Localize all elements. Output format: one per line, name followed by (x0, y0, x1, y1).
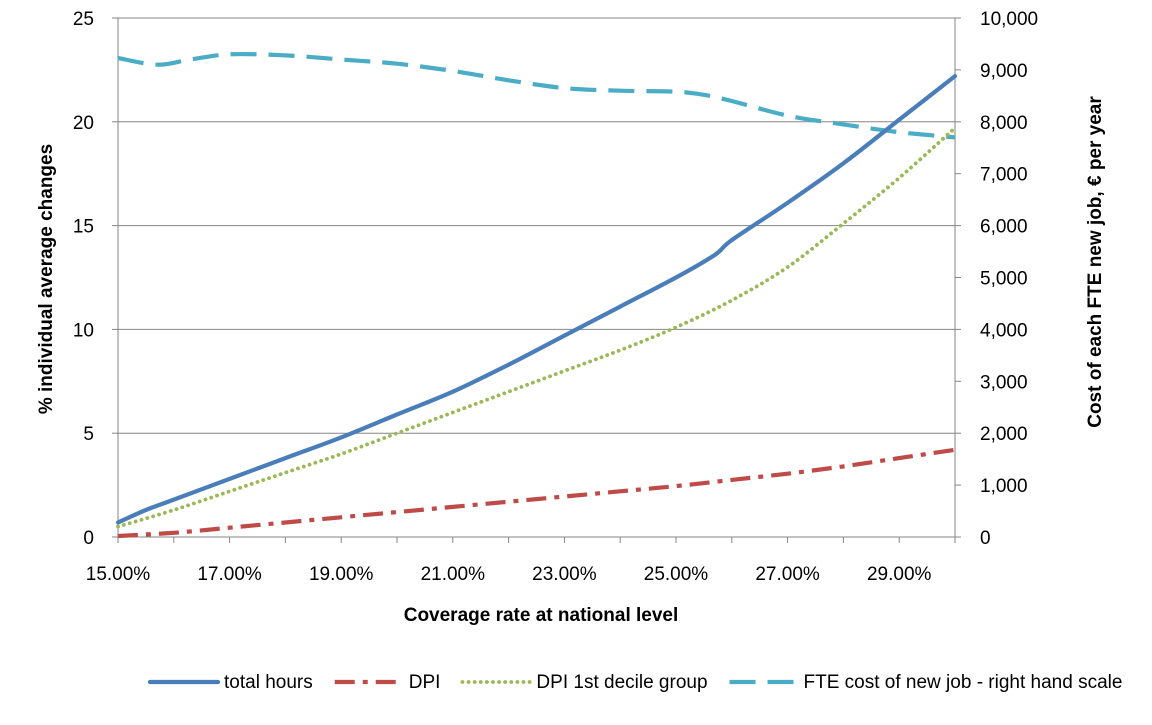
left-tick-label: 5 (83, 424, 94, 445)
x-tick-label: 27.00% (755, 564, 820, 585)
x-tick-label: 15.00% (86, 564, 151, 585)
legend-label-dpi: DPI (409, 672, 441, 693)
right-tick-label: 7,000 (980, 165, 1028, 186)
legend-item-total-hours: total hours (147, 672, 313, 693)
legend-item-dpi: DPI (334, 672, 441, 693)
x-tick-label: 19.00% (309, 564, 374, 585)
right-tick-label: 5,000 (980, 269, 1028, 290)
right-tick-label: 10,000 (980, 9, 1038, 30)
right-tick-label: 2,000 (980, 424, 1028, 445)
horizontal-gridlines (118, 17, 955, 434)
series-line-dpi (117, 447, 956, 539)
right-tick-label: 3,000 (980, 372, 1028, 393)
series-line-total-hours (115, 74, 958, 525)
right-tick-label: 4,000 (980, 320, 1028, 341)
axes (112, 17, 961, 543)
x-tick-label: 21.00% (421, 564, 486, 585)
left-tick-label: 25 (73, 9, 94, 30)
x-tick-label: 23.00% (532, 564, 597, 585)
legend-item-fte-cost-of-new-job-right-hand-scale: FTE cost of new job - right hand scale (729, 672, 1123, 693)
legend-label-fte-cost-of-new-job-right-hand-scale: FTE cost of new job - right hand scale (804, 672, 1123, 693)
x-tick-label: 25.00% (644, 564, 709, 585)
x-tick-label: 17.00% (197, 564, 262, 585)
legend-label-total-hours: total hours (224, 672, 313, 693)
legend-item-dpi-1st-decile-group: DPI 1st decile group (460, 672, 708, 693)
right-y-axis-title: Cost of each FTE new job, € per year (1085, 96, 1106, 428)
right-tick-label: 6,000 (980, 217, 1028, 238)
tick-labels: 0 5 10 15 20 25 0 1,000 2,000 3,000 4,000 5,000 6,00… (73, 9, 1038, 585)
series-line-dpi-1st-decile-group (116, 126, 957, 529)
right-tick-label: 8,000 (980, 113, 1028, 134)
left-tick-label: 20 (73, 113, 94, 134)
data-series (115, 51, 958, 539)
x-axis-title: Coverage rate at national level (404, 605, 679, 626)
left-y-axis-title: % individual average changes (36, 144, 57, 414)
series-line-fte-cost-of-new-job-right-hand-scale (117, 51, 956, 140)
right-tick-label: 9,000 (980, 61, 1028, 82)
left-tick-label: 15 (73, 217, 94, 238)
left-tick-label: 0 (83, 528, 94, 549)
x-tick-label: 29.00% (867, 564, 932, 585)
legend: total hours DPI DPI 1st decile group FTE co… (147, 672, 1123, 693)
right-tick-label: 0 (980, 528, 991, 549)
legend-label-dpi-1st-decile-group: DPI 1st decile group (536, 672, 707, 693)
right-tick-label: 1,000 (980, 476, 1028, 497)
left-tick-label: 10 (73, 320, 94, 341)
